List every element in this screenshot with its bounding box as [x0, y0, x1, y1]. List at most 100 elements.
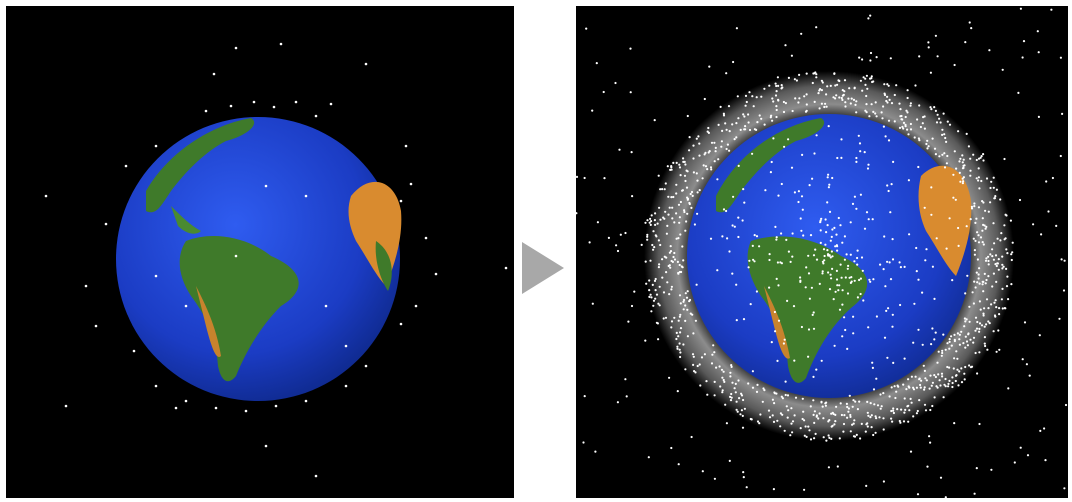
debris-dot	[994, 263, 997, 266]
debris-dot	[650, 310, 653, 313]
debris-dot	[651, 283, 654, 286]
debris-dot	[934, 331, 937, 334]
debris-dot	[678, 263, 681, 267]
debris-dot	[630, 151, 633, 154]
debris-dot	[732, 60, 735, 64]
debris-dot	[775, 236, 778, 239]
debris-dot	[648, 221, 651, 224]
debris-dot	[713, 351, 716, 354]
debris-dot	[686, 308, 689, 311]
debris-dot	[942, 333, 945, 336]
debris-dot	[805, 435, 808, 438]
debris-dot	[698, 363, 701, 366]
debris-dot	[831, 411, 834, 414]
debris-dot	[675, 161, 678, 164]
south-america-landmass	[179, 236, 299, 382]
debris-dot	[644, 221, 647, 224]
debris-dot	[846, 292, 850, 295]
debris-dot	[854, 103, 857, 106]
debris-dot	[801, 153, 804, 156]
debris-dot	[648, 279, 651, 282]
debris-dot	[993, 301, 996, 304]
debris-dot	[653, 246, 656, 249]
debris-dot	[677, 203, 681, 206]
debris-dot	[789, 434, 792, 437]
debris-dot	[972, 153, 975, 156]
debris-dot	[678, 294, 682, 297]
debris-dot	[859, 79, 862, 82]
debris-dot	[693, 223, 696, 226]
debris-dot	[752, 105, 755, 108]
debris-dot	[732, 195, 735, 198]
debris-dot	[917, 137, 920, 140]
debris-dot	[969, 169, 972, 172]
debris-dot	[986, 348, 989, 351]
debris-dot	[1045, 180, 1048, 183]
debris-dot	[791, 431, 794, 434]
debris-dot	[830, 412, 833, 415]
debris-dot	[692, 144, 695, 147]
debris-dot	[930, 343, 933, 346]
debris-dot	[882, 428, 885, 431]
debris-dot	[675, 337, 678, 341]
debris-dot	[1040, 233, 1043, 236]
debris-dot	[735, 319, 738, 322]
debris-dot	[823, 254, 826, 258]
debris-dot	[1005, 285, 1009, 288]
debris-dot	[768, 258, 771, 262]
debris-dot	[659, 188, 662, 191]
debris-dot	[779, 425, 782, 428]
debris-dot	[870, 426, 873, 429]
debris-dot	[649, 223, 652, 226]
debris-dot	[753, 260, 756, 263]
debris-dot	[681, 189, 684, 192]
debris-dot	[624, 378, 627, 381]
debris-dot	[794, 396, 798, 399]
debris-dot	[934, 109, 937, 112]
debris-dot	[990, 180, 993, 183]
debris-dot	[771, 414, 774, 417]
debris-dot	[677, 463, 680, 466]
debris-dot	[1044, 459, 1047, 462]
debris-dot	[898, 419, 901, 423]
debris-dot	[813, 152, 816, 155]
debris-dot	[775, 238, 778, 241]
debris-dot	[832, 298, 835, 301]
debris-dot	[843, 90, 846, 93]
debris-dot	[927, 46, 930, 49]
debris-dot	[874, 415, 877, 418]
debris-dot	[777, 284, 780, 287]
debris-dot	[821, 272, 824, 275]
debris-dot	[652, 299, 656, 302]
debris-dot	[698, 189, 701, 192]
debris-dot	[893, 385, 896, 388]
debris-dot	[760, 117, 763, 120]
debris-dot	[975, 467, 978, 470]
debris-dot	[846, 347, 849, 350]
debris-dot	[982, 159, 985, 162]
debris-dot	[846, 416, 849, 419]
debris-dot	[923, 206, 926, 209]
debris-dot	[963, 325, 966, 328]
debris-dot	[961, 167, 965, 170]
debris-dot	[1001, 287, 1004, 290]
debris-dot	[920, 379, 923, 382]
debris-dot	[824, 218, 827, 221]
debris-dot	[852, 98, 856, 101]
debris-dot	[818, 89, 821, 92]
debris-dot	[903, 411, 906, 414]
debris-dot	[974, 239, 977, 242]
debris-dot	[929, 408, 932, 412]
debris-dot	[916, 118, 919, 121]
debris-dot	[793, 191, 796, 194]
debris-dot	[824, 102, 827, 105]
debris-dot	[973, 253, 976, 256]
debris-dot	[814, 432, 817, 435]
debris-dot	[771, 119, 774, 122]
debris-dot	[673, 251, 676, 255]
debris-dot	[1038, 334, 1041, 337]
debris-dot	[693, 370, 696, 373]
debris-dot	[948, 379, 951, 382]
debris-dot	[802, 410, 805, 413]
debris-dot	[704, 151, 707, 154]
